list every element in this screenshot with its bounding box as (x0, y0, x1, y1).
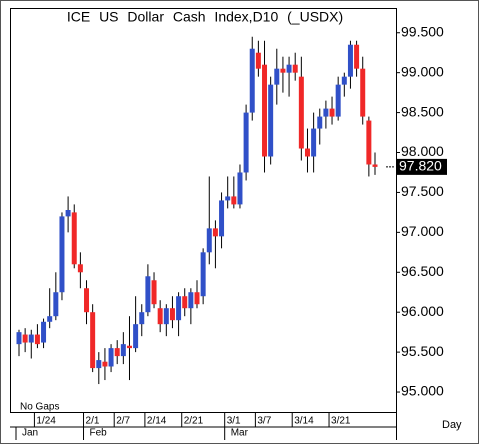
candle-body (231, 196, 237, 205)
candle-body (372, 164, 378, 167)
candle-body (133, 324, 139, 349)
candle-body (182, 296, 188, 309)
candle-body (163, 308, 169, 325)
candle-body (47, 316, 53, 322)
candle-body (28, 334, 34, 343)
candle-body (16, 332, 22, 345)
candle-body (341, 76, 347, 85)
candle-body (329, 108, 335, 117)
candle-body (71, 212, 77, 265)
x-tick-label: 3/21 (331, 416, 351, 427)
candle-body (157, 308, 163, 325)
candle-body (323, 108, 329, 117)
candle-body (206, 228, 212, 253)
candle-body (249, 48, 255, 113)
candle-body (41, 321, 47, 343)
x-unit: Day (442, 419, 462, 431)
candle-body (347, 44, 353, 77)
candle-body (120, 344, 126, 357)
y-tick-label: 96.000 (401, 303, 444, 319)
y-tick-label: 98.500 (401, 103, 444, 119)
candle-body (34, 334, 40, 345)
candle-body (311, 128, 317, 157)
x-tick-label: 3/14 (294, 416, 314, 427)
candle-body (366, 120, 372, 165)
y-tick-label: 95.500 (401, 343, 444, 359)
candle-body (219, 200, 225, 237)
candle-body (200, 252, 206, 297)
plot-area (10, 8, 397, 413)
note: No Gaps (20, 402, 59, 413)
candle-body (53, 292, 59, 317)
month-label: Mar (231, 428, 249, 439)
y-tick-label: 99.000 (401, 63, 444, 79)
candle-body (286, 64, 292, 73)
candle-body (96, 360, 102, 369)
candle-body (262, 64, 268, 157)
y-tick-label: 99.500 (401, 23, 444, 39)
candle-body (212, 228, 218, 237)
candle-body (292, 64, 298, 73)
last-price-label: 97.820 (399, 158, 442, 174)
candle-body (176, 296, 182, 321)
x-tick-label: 3/1 (227, 416, 241, 427)
candle-body (22, 334, 28, 343)
candle-body (274, 68, 280, 85)
candle-body (194, 292, 200, 305)
candle-body (255, 52, 261, 69)
y-tick-label: 97.500 (401, 183, 444, 199)
candle-body (77, 264, 83, 273)
x-tick-label: 2/14 (147, 416, 167, 427)
candle-body (59, 216, 65, 293)
x-tick-label: 1/24 (36, 416, 56, 427)
candle-body (84, 288, 90, 313)
chart-title: ICE US Dollar Cash Index,D10 (_USDX) (67, 9, 343, 25)
x-tick-label: 3/7 (257, 416, 271, 427)
month-label: Jan (22, 428, 38, 439)
y-tick-label: 95.000 (401, 383, 444, 399)
candle-body (145, 276, 151, 313)
candle-body (139, 312, 145, 325)
candle-body (126, 345, 132, 349)
candle-body (317, 116, 323, 129)
month-label: Feb (90, 428, 108, 439)
candle-body (335, 84, 341, 117)
candle-body (243, 112, 249, 173)
candle-body (108, 348, 114, 367)
candle-body (90, 312, 96, 369)
candle-body (268, 84, 274, 157)
candle-body (298, 76, 304, 149)
candle-body (354, 44, 360, 69)
y-tick-label: 96.500 (401, 263, 444, 279)
candle-body (188, 292, 194, 309)
candle-body (169, 308, 175, 321)
candle-body (237, 172, 243, 205)
candle-body (65, 210, 71, 217)
x-tick-label: 2/1 (86, 416, 100, 427)
y-tick-label: 97.000 (401, 223, 444, 239)
candle-body (280, 68, 286, 73)
candle-body (304, 148, 310, 157)
candle-body (151, 280, 157, 305)
x-tick-label: 2/21 (184, 416, 204, 427)
x-tick-label: 2/7 (116, 416, 130, 427)
candle-body (360, 68, 366, 117)
candle-body (225, 196, 231, 201)
last-price-box (397, 158, 447, 175)
candle-body (102, 361, 108, 367)
candle-body (114, 348, 120, 357)
y-tick-label: 98.000 (401, 143, 444, 159)
